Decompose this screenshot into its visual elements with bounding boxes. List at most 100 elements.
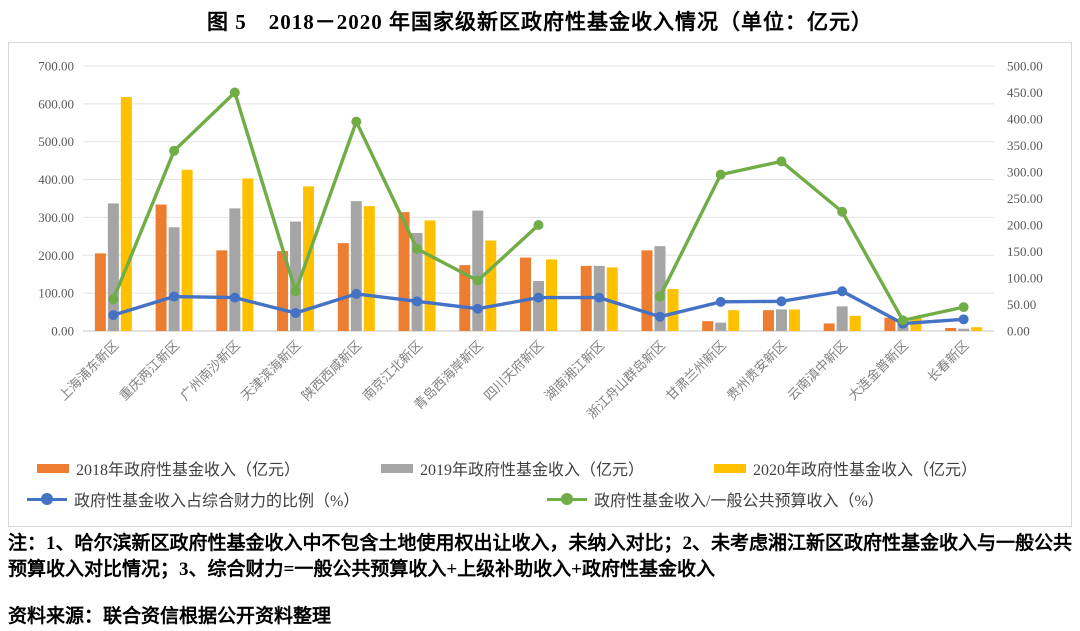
line-marker (229, 292, 240, 303)
line-marker (472, 303, 483, 314)
line-marker (108, 294, 119, 305)
bar (363, 206, 375, 331)
category-label: 陕西西咸新区 (299, 338, 365, 404)
legend-swatch-2019-bar (381, 463, 413, 473)
legend-label-2019: 2019年政府性基金收入（亿元） (420, 462, 645, 479)
bar (945, 327, 957, 331)
legend-marker-blue-line (27, 492, 67, 506)
bar (971, 327, 983, 331)
line-marker (290, 286, 301, 297)
legend-item-fund-to-budget-ratio: 政府性基金收入/一般公共预算收入（%） (547, 489, 884, 510)
legend-label-fund-to-strength-ratio: 政府性基金收入占综合财力的比例（%） (74, 493, 360, 510)
right-axis-tick: 350.00 (1007, 138, 1043, 153)
bar (120, 97, 132, 331)
legend-item-2020: 2020年政府性基金收入（亿元） (714, 458, 977, 479)
legend-item-2019: 2019年政府性基金收入（亿元） (381, 458, 645, 479)
bar (242, 178, 254, 331)
category-label: 四川天府新区 (481, 338, 547, 404)
bar (702, 321, 714, 331)
bar (424, 220, 436, 331)
line-marker (472, 275, 483, 286)
category-label: 广州南沙新区 (177, 338, 243, 404)
right-axis-tick: 50.00 (1007, 297, 1036, 312)
bar (606, 267, 618, 331)
bar (94, 253, 106, 331)
line-marker (715, 169, 726, 180)
category-labels: 上海浦东新区重庆两江新区广州南沙新区天津滨海新区陕西西咸新区南京江北新区青岛西海… (56, 338, 972, 422)
legend-item-fund-to-strength-ratio: 政府性基金收入占综合财力的比例（%） (27, 489, 360, 510)
line-marker (169, 291, 180, 302)
bar (775, 309, 787, 331)
bar (411, 232, 423, 331)
left-axis-tick: 200.00 (38, 248, 74, 263)
bar (546, 259, 557, 331)
line-marker (776, 296, 787, 307)
line-marker (594, 292, 605, 303)
category-label: 大连金普新区 (845, 338, 911, 404)
right-axis-tick: 200.00 (1007, 218, 1043, 233)
line-marker (533, 220, 544, 230)
line-marker (654, 311, 665, 322)
bar (788, 309, 800, 331)
line-marker (412, 243, 423, 254)
axis-ticks: 700.00 600.00 500.00 400.00 300.00 200.00 100.… (38, 59, 1043, 339)
left-axis-tick: 700.00 (38, 59, 74, 74)
left-axis-tick: 0.00 (51, 324, 74, 339)
bar (337, 243, 349, 331)
category-label: 甘肃兰州新区 (663, 338, 729, 404)
category-label: 云南滇中新区 (785, 338, 851, 404)
bar (216, 250, 228, 331)
line-marker (654, 291, 665, 302)
line-marker (533, 292, 544, 303)
right-axis-tick: 0.00 (1007, 324, 1030, 339)
chart-plot: 700.00 600.00 500.00 400.00 300.00 200.00 100.… (38, 59, 1043, 422)
bar (290, 221, 302, 331)
line-marker (958, 314, 969, 325)
legend-swatch-2018-bar (37, 463, 69, 473)
category-label: 南京江北新区 (359, 338, 425, 404)
left-axis-tick: 300.00 (38, 210, 74, 225)
bar (884, 317, 896, 331)
bar (641, 250, 653, 331)
bar (533, 281, 544, 331)
bar (836, 306, 848, 331)
line-marker (715, 296, 726, 307)
bar (107, 203, 119, 331)
bar (277, 251, 289, 331)
legend-label-2018: 2018年政府性基金收入（亿元） (76, 462, 301, 479)
line-marker (837, 206, 848, 217)
chart-area: 700.00 600.00 500.00 400.00 300.00 200.00 100.… (8, 42, 1072, 527)
line-marker (837, 286, 848, 297)
line-marker (108, 310, 119, 321)
bar (485, 240, 497, 331)
bar (350, 201, 362, 331)
lines (108, 87, 969, 329)
right-axis-tick: 450.00 (1007, 85, 1043, 100)
chart-note: 注：1、哈尔滨新区政府性基金收入中不包含土地使用权出让收入，未纳入对比；2、未考… (8, 533, 1073, 580)
right-axis-tick: 300.00 (1007, 165, 1043, 180)
category-label: 上海浦东新区 (56, 338, 122, 404)
right-axis-tick: 100.00 (1007, 271, 1043, 286)
category-label: 湖南湘江新区 (542, 338, 608, 404)
legend-item-2018: 2018年政府性基金收入（亿元） (37, 458, 301, 479)
bar (728, 310, 740, 331)
chart-title: 图 5 2018－2020 年国家级新区政府性基金收入情况（单位：亿元） (207, 10, 873, 34)
right-axis-tick: 500.00 (1007, 59, 1043, 74)
bar (667, 288, 679, 331)
category-label: 长春新区 (924, 338, 971, 385)
bar (823, 323, 835, 331)
legend-label-fund-to-budget-ratio: 政府性基金收入/一般公共预算收入（%） (594, 493, 884, 510)
left-axis-tick: 400.00 (38, 172, 74, 187)
bar (849, 315, 861, 331)
bar (155, 204, 167, 331)
left-axis-tick: 100.00 (38, 286, 74, 301)
bar (472, 210, 484, 331)
line-marker (351, 288, 362, 299)
bar (654, 246, 666, 331)
category-label: 重庆两江新区 (116, 338, 182, 404)
line-marker (290, 307, 301, 318)
bar (762, 310, 774, 331)
bar (715, 322, 727, 331)
bar (520, 257, 531, 331)
